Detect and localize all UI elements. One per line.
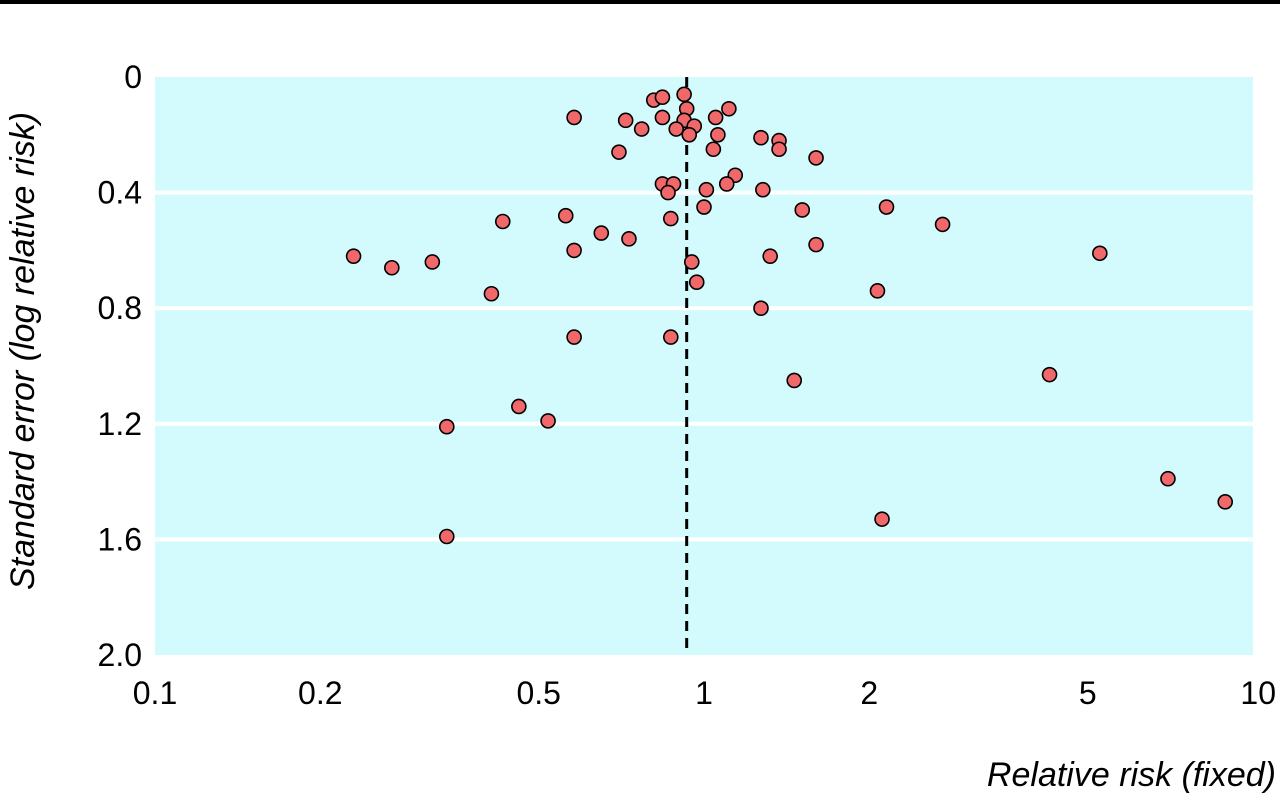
data-point — [424, 254, 441, 270]
y-tick-label: 1.6 — [98, 521, 142, 557]
data-point — [808, 150, 824, 166]
data-point — [511, 398, 527, 415]
data-point — [654, 89, 671, 106]
data-point — [662, 329, 679, 345]
data-point — [621, 231, 637, 247]
data-point — [874, 511, 890, 527]
data-point — [1160, 470, 1176, 487]
x-tick-label: 10 — [1240, 675, 1276, 711]
data-point — [540, 413, 556, 429]
data-point — [557, 207, 574, 224]
x-tick-label: 5 — [1079, 675, 1097, 711]
data-point — [1092, 245, 1108, 262]
data-point — [676, 86, 692, 103]
y-axis-title: Standard error (log relative risk) — [4, 112, 42, 590]
data-point — [494, 213, 511, 230]
data-point — [566, 109, 582, 126]
data-point — [611, 144, 627, 160]
data-point — [755, 181, 771, 198]
data-point — [683, 254, 700, 270]
y-tick-label: 2.0 — [98, 637, 142, 673]
data-point — [794, 202, 811, 218]
data-point — [762, 248, 778, 264]
data-point — [1041, 366, 1058, 383]
y-tick-label: 0.4 — [98, 175, 142, 211]
data-point — [753, 129, 769, 146]
data-point — [808, 236, 824, 253]
data-point — [633, 121, 650, 137]
data-point — [654, 109, 671, 126]
data-point — [681, 127, 698, 143]
data-point — [869, 283, 886, 299]
x-tick-label: 2 — [860, 675, 878, 711]
x-tick-label: 0.2 — [298, 675, 342, 711]
data-point — [384, 259, 400, 276]
data-point — [771, 141, 787, 158]
y-tick-label: 0.8 — [98, 290, 142, 326]
data-point — [1217, 494, 1234, 510]
top-rule — [0, 0, 1280, 4]
x-axis-tick-labels: 0.1 0.2 0.5 1 2 5 10 — [133, 675, 1276, 711]
data-point — [617, 112, 634, 129]
data-point — [705, 141, 722, 158]
data-point — [660, 184, 676, 201]
data-point — [718, 176, 735, 192]
data-point — [668, 121, 685, 137]
data-point — [878, 199, 895, 215]
data-point — [688, 274, 705, 290]
data-point — [566, 242, 582, 259]
data-points — [345, 86, 1234, 545]
data-point — [786, 372, 803, 389]
data-point — [721, 100, 737, 117]
plot-area — [155, 77, 1253, 655]
data-point — [662, 210, 679, 227]
data-point — [753, 300, 769, 317]
y-tick-label: 1.2 — [98, 406, 142, 442]
data-point — [483, 285, 500, 302]
x-tick-label: 0.5 — [516, 675, 560, 711]
data-point — [438, 528, 455, 545]
y-axis-tick-labels: 0 0.4 0.8 1.2 1.6 2.0 — [98, 59, 142, 673]
data-point — [593, 225, 610, 241]
data-point — [696, 199, 712, 215]
data-point — [710, 127, 726, 143]
data-point — [438, 418, 455, 435]
data-point — [345, 248, 362, 264]
y-tick-label: 0 — [124, 59, 142, 95]
x-tick-label: 0.1 — [133, 675, 177, 711]
x-tick-label: 1 — [695, 675, 713, 711]
x-axis-title: Relative risk (fixed) — [987, 756, 1276, 794]
data-point — [934, 216, 951, 233]
data-point — [698, 181, 715, 198]
data-point — [707, 109, 724, 126]
data-point — [566, 329, 582, 345]
